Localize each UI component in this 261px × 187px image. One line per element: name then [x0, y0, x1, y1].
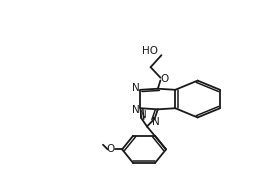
Text: O: O: [161, 74, 169, 84]
Text: N: N: [139, 110, 146, 120]
Text: HO: HO: [142, 46, 158, 56]
Text: N: N: [152, 117, 160, 127]
Text: N: N: [132, 105, 140, 115]
Text: N: N: [132, 83, 140, 93]
Text: O: O: [106, 144, 114, 154]
